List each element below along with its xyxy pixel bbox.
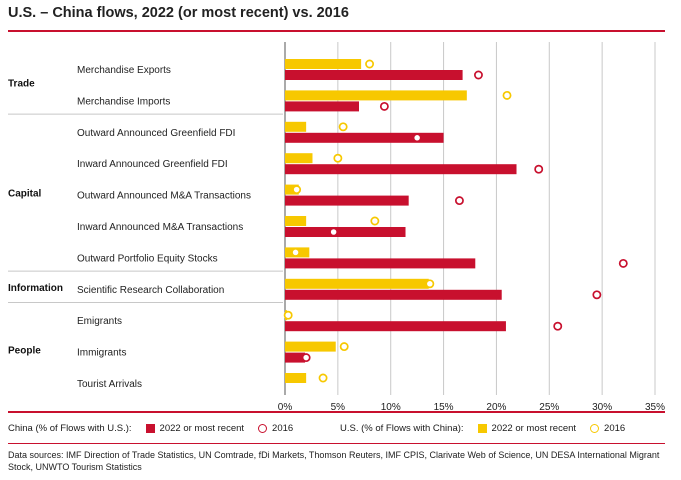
china-recent-bar [285, 195, 409, 206]
china-recent-bar [285, 101, 359, 112]
x-tick-label: 5% [331, 402, 346, 413]
china-2016-marker [454, 196, 464, 206]
us-2016-marker [292, 185, 302, 195]
us-2016-marker [291, 247, 301, 257]
us-recent-bar [285, 59, 362, 69]
legend-china-recent-swatch [145, 424, 155, 433]
us-2016-marker [339, 342, 349, 352]
chart-area: 0% 5% 10% 15% 20% 25% 30% 35% Trade Capital Inform… [8, 42, 665, 413]
x-tick-label: 25% [539, 402, 559, 413]
legend-us-recent-label: 2022 or most recent [491, 423, 577, 434]
china-2016-marker [618, 258, 628, 268]
x-tick-label: 30% [592, 402, 612, 413]
us-recent-bar [285, 373, 307, 383]
china-recent-bar [285, 227, 406, 237]
china-recent-bar [285, 164, 517, 175]
chart-title: U.S. – China flows, 2022 (or most recent… [8, 5, 349, 21]
china-recent-bar [285, 321, 506, 332]
china-2016-marker [329, 227, 339, 237]
china-2016-marker [301, 353, 311, 363]
china-2016-marker [412, 133, 422, 143]
legend-us-label: U.S. (% of Flows with China): [340, 423, 464, 434]
title-rule [8, 30, 665, 32]
us-2016-marker [338, 122, 348, 132]
x-tick-label: 10% [381, 402, 401, 413]
us-recent-bar [285, 153, 313, 164]
us-2016-marker [365, 59, 375, 69]
us-recent-bar [285, 90, 467, 101]
group-label: Trade [8, 79, 35, 90]
us-recent-bar [285, 184, 299, 195]
us-2016-marker [425, 279, 435, 289]
category-label: Scientific Research Collaboration [77, 285, 224, 296]
us-2016-marker [283, 310, 293, 320]
us-recent-bar [285, 341, 336, 352]
china-recent-bar [285, 132, 444, 143]
category-label: Inward Announced Greenfield FDI [77, 159, 228, 170]
data-sources: Data sources: IMF Direction of Trade Sta… [8, 450, 660, 472]
legend-china-2016-label: 2016 [272, 423, 294, 434]
legend-us-2016-swatch [590, 424, 600, 433]
china-2016-marker [534, 164, 544, 174]
group-label: Capital [8, 189, 42, 200]
category-label: Outward Announced Greenfield FDI [77, 128, 235, 139]
category-label: Emigrants [77, 316, 122, 327]
china-recent-bar [285, 70, 463, 80]
category-label: Merchandise Exports [77, 65, 171, 76]
group-label: Information [8, 283, 63, 294]
category-label: Outward Portfolio Equity Stocks [77, 253, 218, 264]
legend-china: China (% of Flows with U.S.): 2022 or mo… [8, 423, 293, 434]
legend-china-recent-label: 2022 or most recent [159, 423, 245, 434]
china-recent-bar [285, 258, 476, 269]
category-label: Immigrants [77, 348, 126, 359]
legend-rule [8, 411, 665, 413]
us-recent-bar [285, 121, 307, 132]
legend-china-2016-swatch [258, 424, 268, 433]
x-tick-label: 15% [434, 402, 454, 413]
legend-china-label: China (% of Flows with U.S.): [8, 423, 132, 434]
us-2016-marker [318, 373, 328, 383]
legend-us: U.S. (% of Flows with China): 2022 or mo… [340, 423, 625, 434]
us-2016-marker [502, 90, 512, 100]
category-label: Merchandise Imports [77, 96, 170, 107]
us-recent-bar [285, 216, 307, 226]
legend-us-2016-label: 2016 [604, 423, 626, 434]
us-recent-bar [285, 278, 429, 289]
legend-us-recent-swatch [477, 424, 487, 433]
china-2016-marker [379, 101, 389, 111]
group-label: People [8, 346, 41, 357]
category-label: Outward Announced M&A Transactions [77, 191, 251, 202]
sources-rule [8, 443, 665, 444]
category-label: Tourist Arrivals [77, 379, 142, 390]
china-2016-marker [592, 290, 602, 300]
x-tick-label: 0% [278, 402, 293, 413]
china-recent-bar [285, 289, 502, 300]
us-2016-marker [370, 216, 380, 226]
china-2016-marker [474, 70, 483, 80]
china-2016-marker [553, 321, 563, 331]
x-tick-label: 20% [486, 402, 506, 413]
us-2016-marker [333, 153, 343, 163]
china-recent-bar [285, 352, 306, 363]
x-tick-label: 35% [645, 402, 665, 413]
category-label: Inward Announced M&A Transactions [77, 222, 243, 233]
